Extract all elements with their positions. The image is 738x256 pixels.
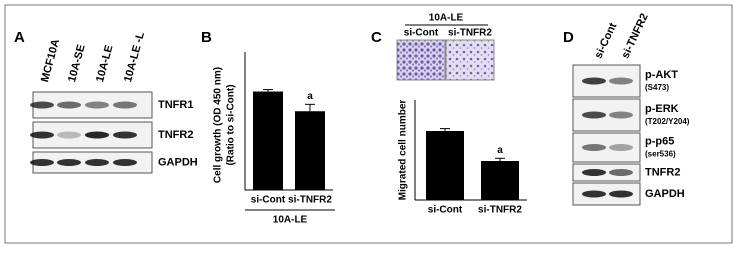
blot-label: p-p65 [645, 135, 674, 147]
band [582, 77, 606, 85]
band [582, 111, 606, 119]
blot-label: GAPDH [645, 188, 685, 200]
lane-label: MCF10A [39, 38, 62, 84]
x-tick-label: si-TNFR2 [478, 205, 522, 216]
band [30, 101, 54, 109]
blot-site: (ser536) [645, 150, 676, 159]
band [113, 159, 137, 166]
band [85, 101, 109, 109]
band [57, 101, 81, 109]
blot-label: TNFR2 [158, 129, 193, 141]
blot-label: GAPDH [158, 156, 198, 168]
band [582, 190, 606, 198]
lane-label: 10A-LE -L [122, 31, 147, 84]
lane-label: si-TNFR2 [619, 12, 650, 61]
band [85, 159, 109, 166]
migration-image [396, 39, 446, 81]
blot-label: TNFR2 [645, 166, 680, 178]
band [113, 101, 137, 109]
band [609, 111, 633, 119]
band [85, 131, 109, 139]
y-label: Cell growth (OD 450 nm) [213, 67, 224, 183]
blot-label: TNFR1 [158, 99, 193, 111]
migration-image [445, 39, 495, 81]
y-label: (Ratio to si-Cont) [226, 84, 237, 165]
band [582, 169, 606, 176]
band [57, 159, 81, 166]
band [582, 144, 606, 151]
image-label: si-TNFR2 [448, 28, 492, 39]
band [57, 131, 81, 139]
lane-label: 10A-LE [94, 44, 115, 84]
panel-label: D [563, 29, 574, 46]
x-tick-label: si-TNFR2 [288, 195, 332, 206]
blot-label: p-ERK [645, 103, 679, 115]
group-label: 10A-LE [429, 13, 464, 24]
blot [572, 182, 641, 206]
band [609, 169, 633, 176]
bar [481, 161, 519, 200]
frame [4, 4, 733, 244]
panel-label: B [201, 29, 212, 46]
bar [295, 111, 325, 190]
bar [253, 91, 283, 190]
y-label: Migrated cell number [398, 100, 409, 201]
band [609, 190, 633, 198]
band [609, 144, 633, 151]
band [609, 77, 633, 85]
panel-label: A [14, 29, 25, 46]
blot-site: (T202/Y204) [645, 117, 690, 126]
group-label: 10A-LE [273, 215, 308, 226]
x-tick-label: si-Cont [428, 205, 463, 216]
lane-label: si-Cont [592, 21, 619, 61]
band [30, 159, 54, 166]
panel-label: C [371, 29, 382, 46]
bar [426, 131, 464, 200]
annotation: a [307, 91, 313, 102]
x-tick-label: si-Cont [251, 195, 286, 206]
band [113, 131, 137, 139]
band [30, 131, 54, 139]
annotation: a [497, 145, 503, 156]
lane-label: 10A-SE [66, 43, 88, 83]
blot-site: (S473) [645, 83, 669, 92]
blot [572, 163, 641, 182]
blot-label: p-AKT [645, 69, 678, 81]
image-label: si-Cont [404, 28, 439, 39]
